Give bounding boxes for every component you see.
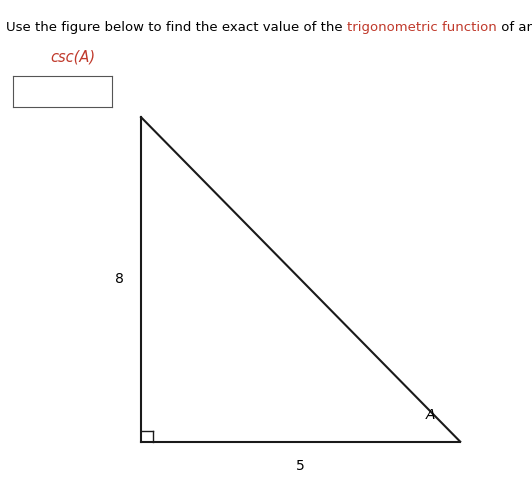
Text: A: A	[426, 408, 436, 422]
Text: csc(A): csc(A)	[51, 50, 96, 65]
Text: trigonometric function: trigonometric function	[347, 21, 497, 35]
Text: 8: 8	[115, 272, 124, 286]
Text: of angle: of angle	[497, 21, 532, 35]
Text: 5: 5	[296, 459, 305, 473]
Text: Use the figure below to find the exact value of the: Use the figure below to find the exact v…	[6, 21, 347, 35]
